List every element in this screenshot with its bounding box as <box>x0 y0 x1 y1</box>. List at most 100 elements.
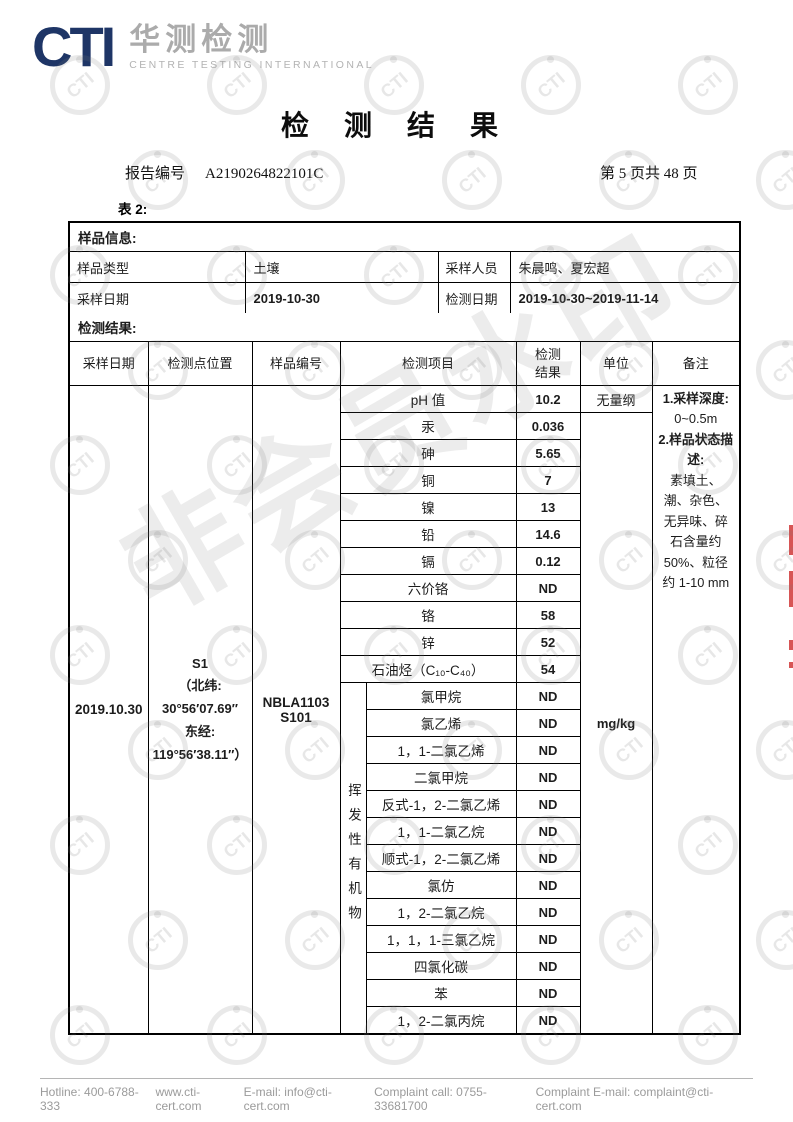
cti-stamp-watermark-icon: CTI <box>756 720 793 780</box>
item-value: ND <box>515 682 581 710</box>
item-name: 二氯甲烷 <box>365 763 517 791</box>
results-table: 采样日期 检测点位置 样品编号 检测项目 检测 结果 单位 备注 2019.10… <box>69 341 740 1034</box>
item-value: ND <box>515 1006 581 1034</box>
item-value: ND <box>515 898 581 926</box>
page-title: 检 测 结 果 <box>280 111 512 142</box>
item-value: 52 <box>515 628 581 656</box>
red-stamp-fragment <box>789 662 793 668</box>
footer-complaint-email: Complaint E-mail: complaint@cti-cert.com <box>535 1085 714 1113</box>
red-stamp-fragment <box>789 525 793 555</box>
item-name: 氯乙烯 <box>365 709 517 737</box>
header-sample-no: 样品编号 <box>251 341 341 386</box>
cti-stamp-watermark-icon: CTI <box>756 150 793 210</box>
item-name: 石油烃（C₁₀-C₄₀） <box>339 655 517 683</box>
report-table: 样品信息: 样品类型 土壤 采样人员 朱晨鸣、夏宏超 采样日期 2019-10-… <box>68 221 741 1035</box>
item-name: 铜 <box>339 466 517 494</box>
remark-state-label: 2.样品状态描述: <box>658 431 734 468</box>
voc-group-label: 挥发性有机物 <box>346 783 361 930</box>
item-name: 1，1-二氯乙烷 <box>365 817 517 845</box>
footer-website: www.cti-cert.com <box>155 1085 202 1113</box>
item-value: ND <box>515 925 581 953</box>
result-row: 1，2-二氯乙烷 ND <box>70 898 739 926</box>
cti-stamp-watermark-icon: CTI <box>756 340 793 400</box>
footer: Hotline: 400-6788-333 www.cti-cert.com E… <box>40 1085 753 1113</box>
item-name: 四氯化碳 <box>365 952 517 980</box>
sample-info-row: 采样日期 2019-10-30 检测日期 2019-10-30~2019-11-… <box>69 282 740 314</box>
header-sampling-date: 采样日期 <box>69 341 149 386</box>
remark-depth-text: 0~0.5m <box>674 411 718 427</box>
item-name: 砷 <box>339 439 517 467</box>
footer-complaint-call: Complaint call: 0755-33681700 <box>374 1085 487 1113</box>
sampler-value: 朱晨鸣、夏宏超 <box>509 251 740 283</box>
result-row: 汞 0.036 mg/kg <box>70 412 739 1034</box>
item-value: 54 <box>515 655 581 683</box>
report-number-label: 报告编号 <box>125 166 186 182</box>
sample-type-label: 样品类型 <box>69 251 246 283</box>
item-name: 1，2-二氯乙烷 <box>365 898 517 926</box>
header-test-result: 检测 结果 <box>515 341 581 386</box>
cti-stamp-watermark-icon: CTI <box>756 530 793 590</box>
result-row: 铅 14.6 <box>70 520 739 548</box>
item-name: 汞 <box>339 412 517 440</box>
red-stamp-fragment <box>789 640 793 650</box>
report-number-line: 报告编号 A2190264822101C <box>125 162 323 183</box>
result-row: 二氯甲烷 ND <box>70 763 739 791</box>
logo-english-name: CENTRE TESTING INTERNATIONAL <box>129 59 374 72</box>
item-name: 反式-1，2-二氯乙烯 <box>365 790 517 818</box>
section-title-sample-info: 样品信息: <box>70 223 739 252</box>
sample-info-row: 样品类型 土壤 采样人员 朱晨鸣、夏宏超 <box>69 251 740 283</box>
item-value: ND <box>515 763 581 791</box>
red-stamp-fragment <box>789 571 793 607</box>
report-number-value: A2190264822101C <box>205 166 324 182</box>
result-row: 镍 13 <box>70 493 739 521</box>
section-title-results: 检测结果: <box>70 313 739 342</box>
item-value: ND <box>515 790 581 818</box>
remark-state-text: 素填土、潮、杂色、无异味、碎石含量约 50%、粒径约 1-10 mm <box>662 472 730 591</box>
sampler-label: 采样人员 <box>437 251 511 283</box>
result-row: 砷 5.65 <box>70 439 739 467</box>
item-value: 58 <box>515 601 581 629</box>
result-row: 铬 58 <box>70 601 739 629</box>
sampling-date-cell: 2019.10.30 <box>69 385 149 1034</box>
header-remark: 备注 <box>651 341 740 386</box>
item-value: ND <box>515 709 581 737</box>
item-value: 13 <box>515 493 581 521</box>
sample-no-cell: NBLA1103 S101 <box>251 385 341 1034</box>
result-row: 1，1，1-三氯乙烷 ND <box>70 925 739 953</box>
item-name: 铅 <box>339 520 517 548</box>
item-name: 1，2-二氯丙烷 <box>365 1006 517 1034</box>
item-value: ND <box>515 979 581 1007</box>
result-row: 苯 ND <box>70 979 739 1007</box>
remark-depth-label: 1.采样深度: <box>662 391 729 406</box>
item-value: 5.65 <box>515 439 581 467</box>
unit-merged-cell: mg/kg <box>579 412 653 1034</box>
sampling-date-value: 2019-10-30 <box>244 282 439 314</box>
sample-info-table: 样品类型 土壤 采样人员 朱晨鸣、夏宏超 采样日期 2019-10-30 检测日… <box>69 251 740 314</box>
sample-type-value: 土壤 <box>244 251 439 283</box>
location-cell: S1 （北纬: 30°56′07.69″ 东经: 119°56′38.11″） <box>147 385 253 1034</box>
item-value: ND <box>515 574 581 602</box>
item-value: ND <box>515 844 581 872</box>
item-name: 铬 <box>339 601 517 629</box>
header-unit: 单位 <box>579 341 653 386</box>
item-name: 1，1-二氯乙烯 <box>365 736 517 764</box>
footer-hotline: Hotline: 400-6788-333 <box>40 1085 139 1113</box>
result-row: 1，2-二氯丙烷 ND <box>70 1006 739 1034</box>
item-value: 14.6 <box>515 520 581 548</box>
item-value: ND <box>515 952 581 980</box>
results-header-row: 采样日期 检测点位置 样品编号 检测项目 检测 结果 单位 备注 <box>69 341 740 386</box>
result-row: 反式-1，2-二氯乙烯 ND <box>70 790 739 818</box>
header-test-item: 检测项目 <box>339 341 517 386</box>
result-row: 镉 0.12 <box>70 547 739 575</box>
result-row: 2019.10.30 S1 （北纬: 30°56′07.69″ 东经: 119°… <box>69 385 740 1034</box>
cti-logo: CTI 华测检测 CENTRE TESTING INTERNATIONAL <box>32 18 374 74</box>
result-row: 顺式-1，2-二氯乙烯 ND <box>70 844 739 872</box>
cti-stamp-watermark-icon: CTI <box>756 910 793 970</box>
sampling-date-label: 采样日期 <box>69 282 246 314</box>
result-row: 锌 52 <box>70 628 739 656</box>
item-name: 镍 <box>339 493 517 521</box>
item-name: 1，1，1-三氯乙烷 <box>365 925 517 953</box>
item-unit: 无量纲 <box>579 385 653 413</box>
